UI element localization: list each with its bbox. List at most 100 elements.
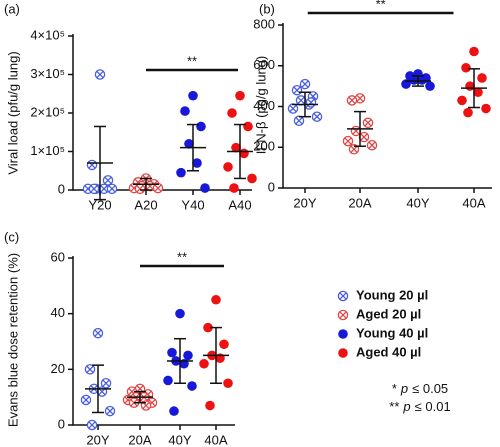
marker-dot — [200, 183, 210, 193]
x-tick-label: 20A — [348, 195, 371, 210]
marker-cross — [344, 137, 352, 145]
data-point — [187, 381, 197, 391]
data-point — [243, 121, 253, 132]
data-point — [358, 131, 370, 143]
data-point — [104, 405, 116, 417]
significance-note: ** p ≤ 0.01 — [389, 399, 450, 414]
y-tick-label: 20 — [51, 361, 65, 376]
data-point — [219, 339, 229, 350]
marker-cross — [90, 185, 98, 193]
data-point — [457, 95, 467, 106]
legend-label: Aged 40 µl — [356, 344, 421, 359]
data-point — [463, 107, 473, 118]
marker-dot — [409, 75, 419, 85]
x-tick-label: 20Y — [293, 195, 316, 210]
marker-dot — [231, 142, 241, 153]
data-point — [223, 162, 233, 172]
marker-cross — [108, 185, 116, 193]
marker-cross — [88, 421, 96, 429]
data-point — [350, 125, 362, 137]
marker-dot — [196, 121, 206, 132]
x-tick-label: 40Y — [406, 195, 429, 210]
marker-dot — [176, 167, 186, 178]
data-point — [348, 144, 360, 155]
note-stars: * — [392, 381, 397, 396]
marker-dot — [199, 358, 209, 369]
marker-dot — [473, 87, 483, 98]
y-axis-title: Evans blue dose retention (%) — [5, 253, 20, 427]
data-point — [94, 69, 106, 80]
legend-label: Aged 20 µl — [356, 306, 421, 321]
y-tick-label: 4×10⁵ — [30, 27, 65, 42]
data-point — [409, 75, 419, 85]
marker-cross — [301, 80, 309, 88]
data-point — [152, 182, 164, 194]
x-tick-label: 40A — [462, 195, 485, 210]
data-point — [199, 358, 209, 369]
marker-cross — [297, 96, 305, 105]
marker-dot — [227, 108, 237, 118]
marker-dot — [183, 350, 193, 361]
data-point — [469, 46, 479, 57]
y-tick-label: 1×10⁵ — [30, 143, 65, 158]
marker-dot — [192, 158, 202, 168]
data-point — [86, 419, 98, 431]
data-point — [425, 81, 435, 91]
marker-dot — [247, 173, 257, 184]
x-tick-label: 40Y — [168, 432, 191, 447]
y-tick-label: 0 — [58, 181, 65, 196]
marker-cross — [82, 396, 90, 404]
data-point — [473, 87, 483, 98]
significance-label: ** — [177, 249, 187, 264]
data-point — [80, 394, 92, 406]
note-symbol: p — [402, 399, 410, 414]
marker-cross — [136, 185, 144, 193]
data-point — [366, 139, 378, 151]
marker-dot — [481, 103, 491, 114]
marker-cross — [339, 292, 347, 300]
x-tick-label: A20 — [134, 197, 157, 212]
significance-label: ** — [187, 53, 197, 68]
y-axis-title: IFN-β (pg/g lung) — [253, 56, 268, 155]
marker-cross — [86, 365, 94, 373]
data-point — [175, 308, 185, 319]
marker-dot — [167, 347, 177, 358]
marker-cross — [96, 70, 104, 79]
marker-cross — [350, 145, 358, 153]
marker-dot — [463, 107, 473, 118]
marker-cross — [106, 407, 114, 415]
data-point — [231, 142, 241, 153]
y-tick-label: 200 — [253, 139, 275, 154]
marker-cross — [368, 141, 376, 149]
marker-cross — [313, 113, 321, 121]
data-point — [84, 364, 96, 375]
data-point — [188, 90, 198, 101]
data-point — [299, 78, 311, 90]
significance-note: * p ≤ 0.05 — [392, 381, 448, 396]
data-point — [196, 121, 206, 132]
data-point — [417, 75, 427, 85]
marker-cross — [100, 185, 108, 193]
data-point — [342, 135, 354, 147]
marker-dot — [219, 339, 229, 350]
data-point — [223, 378, 233, 389]
marker-cross — [348, 96, 356, 105]
marker-cross — [102, 379, 110, 387]
data-point — [203, 322, 213, 333]
data-point — [200, 183, 210, 193]
y-tick-label: 3×10⁵ — [30, 66, 65, 81]
marker-dot — [223, 162, 233, 172]
marker-dot — [211, 294, 221, 305]
note-condition: ≤ 0.05 — [412, 381, 448, 396]
y-tick-label: 0 — [268, 179, 275, 194]
marker-dot — [243, 121, 253, 132]
data-point — [338, 329, 348, 339]
marker-dot — [184, 139, 194, 149]
y-tick-label: 60 — [51, 249, 65, 264]
data-point — [291, 84, 303, 96]
marker-dot — [417, 75, 427, 85]
data-point — [102, 175, 114, 186]
data-point — [337, 309, 349, 321]
x-tick-label: Y20 — [88, 197, 111, 212]
marker-dot — [169, 406, 179, 416]
